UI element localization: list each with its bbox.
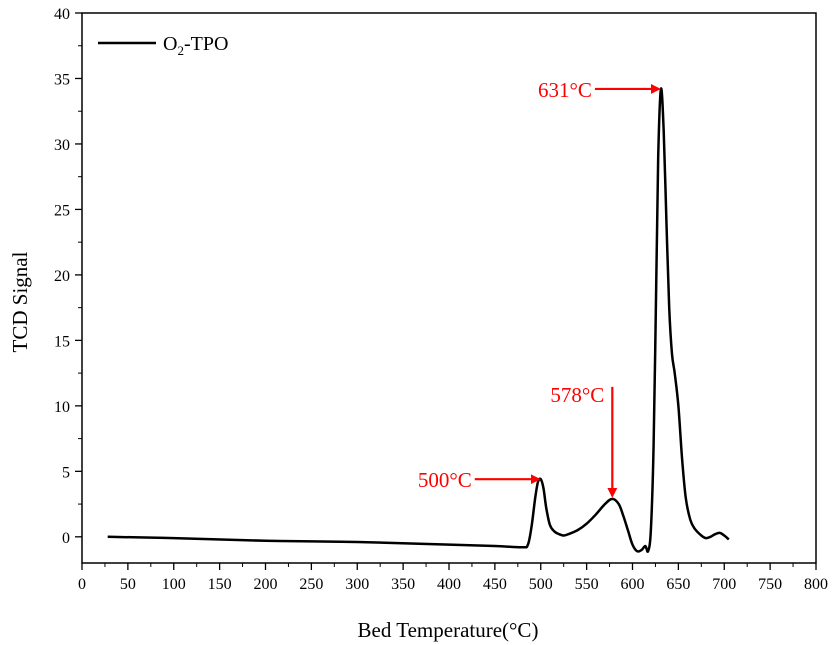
y-tick-label: 5 [62,464,70,481]
y-tick-label: 15 [54,333,70,350]
annotation-label: 500°C [418,468,472,492]
legend-label-main: O [163,33,177,55]
y-axis-title: TCD Signal [8,251,32,352]
x-tick-label: 750 [758,576,782,593]
y-tick-label: 0 [62,530,70,547]
legend-label-rest: -TPO [184,33,228,55]
y-tick-label: 30 [54,137,70,154]
x-tick-label: 500 [529,576,553,593]
x-tick-label: 0 [78,576,86,593]
x-tick-label: 300 [345,576,369,593]
x-tick-label: 400 [437,576,461,593]
x-tick-label: 50 [120,576,136,593]
x-tick-label: 100 [162,576,186,593]
y-tick-label: 35 [54,71,70,88]
x-tick-label: 150 [208,576,232,593]
y-tick-label: 40 [54,6,70,23]
annotation-label: 578°C [550,383,604,407]
y-tick-label: 25 [54,202,70,219]
y-tick-label: 20 [54,268,70,285]
y-tick-label: 10 [54,399,70,416]
x-tick-label: 650 [666,576,690,593]
x-tick-label: 600 [621,576,645,593]
x-tick-label: 700 [712,576,736,593]
x-tick-label: 200 [254,576,278,593]
x-tick-label: 450 [483,576,507,593]
x-tick-label: 800 [804,576,828,593]
x-tick-label: 350 [391,576,415,593]
x-axis-title: Bed Temperature(°C) [358,618,539,642]
legend-label: O2-TPO [163,33,228,58]
x-tick-label: 550 [575,576,599,593]
x-tick-label: 250 [299,576,323,593]
annotation-label: 631°C [538,78,592,102]
legend-label-subscript: 2 [177,43,184,58]
series-line-o2-tpo [107,87,730,553]
